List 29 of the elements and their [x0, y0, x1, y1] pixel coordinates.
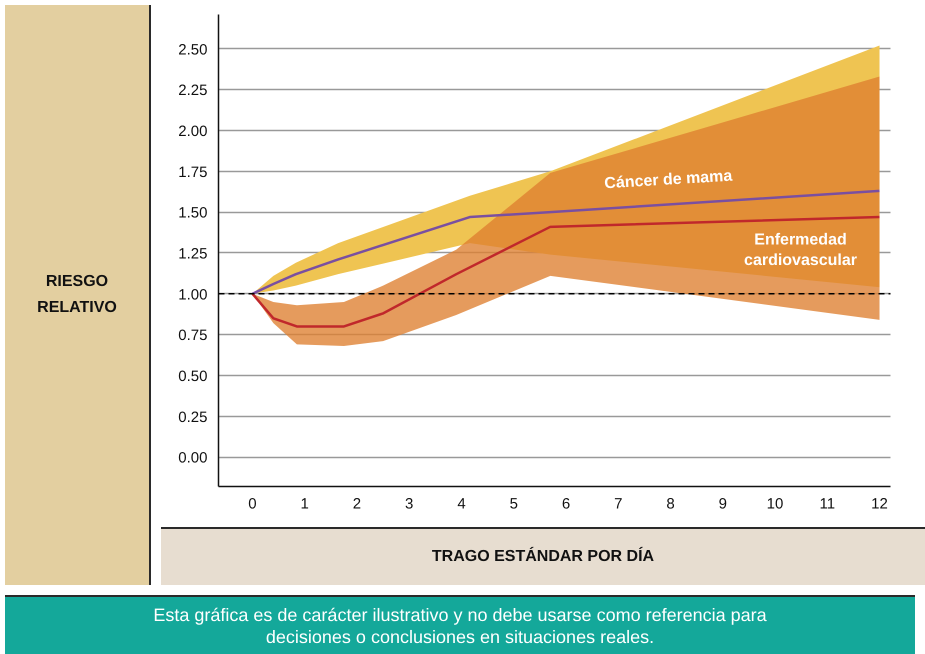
x-tick-label: 8 — [666, 496, 675, 512]
x-tick-label: 3 — [405, 496, 414, 512]
x-tick-label: 0 — [248, 496, 257, 512]
x-tick-label: 5 — [510, 496, 518, 512]
y-tick-label: 2.00 — [178, 122, 208, 140]
y-tick-label: 1.50 — [178, 204, 208, 222]
y-tick-label: 1.25 — [178, 245, 208, 262]
series-label: Cáncer de mama — [604, 168, 733, 192]
x-tick-label: 1 — [300, 496, 309, 512]
y-axis-title: RIESGO RELATIVO — [36, 272, 118, 318]
x-tick-label: 10 — [766, 496, 784, 512]
series-label: Enfermedad cardiovascular — [744, 231, 857, 269]
text: Esta gráfica es de carácter ilustrativo y no debe usarse como referencia para decisiones o conclusiones en situaciones reales. — [152, 605, 768, 649]
y-tick-label: 1.75 — [178, 164, 208, 181]
x-tick-label: 6 — [562, 496, 570, 512]
x-axis-title: TRAGO ESTÁNDAR POR DÍA — [432, 546, 654, 567]
x-tick-label: 11 — [819, 496, 836, 512]
y-tick-label: 0.75 — [178, 327, 208, 344]
y-tick-label: 2.25 — [178, 82, 208, 100]
x-tick-label: 7 — [614, 496, 622, 512]
y-tick-label: 0.25 — [178, 408, 208, 426]
y-tick-label: 0.00 — [178, 450, 208, 467]
y-tick-label: 2.50 — [178, 41, 208, 58]
x-tick-label: 4 — [457, 496, 466, 512]
x-tick-label: 9 — [718, 496, 727, 512]
x-tick-label: 12 — [871, 496, 888, 512]
y-tick-label: 1.00 — [178, 286, 208, 304]
x-tick-label: 2 — [352, 496, 362, 512]
y-tick-label: 0.50 — [178, 368, 208, 385]
